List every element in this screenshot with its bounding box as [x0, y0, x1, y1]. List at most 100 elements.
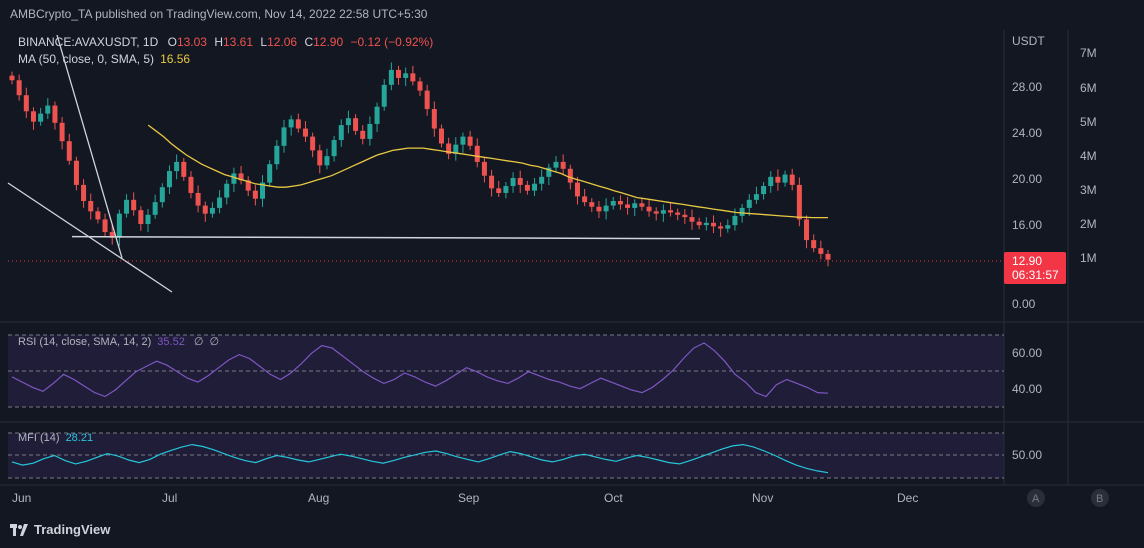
price-tick: 0.00	[1012, 297, 1036, 311]
candle-body	[582, 196, 588, 203]
candle-body	[374, 106, 380, 124]
candle-body	[324, 156, 330, 166]
candle-body	[639, 203, 645, 207]
candle-body	[474, 145, 480, 162]
rsi-tick: 40.00	[1012, 382, 1042, 396]
candle-body	[424, 90, 430, 109]
candle-body	[811, 240, 817, 249]
legend-mfi: MFI (14) 28.21	[18, 432, 93, 444]
volume-tick: 6M	[1080, 81, 1097, 95]
candle-body	[131, 199, 137, 211]
candle-body	[109, 232, 115, 238]
candle-body	[689, 217, 695, 222]
candle-body	[152, 202, 158, 215]
candle-body	[603, 205, 609, 212]
candle-body	[181, 161, 187, 177]
candle-body	[768, 176, 774, 187]
candle-body	[438, 128, 444, 144]
candle-body	[632, 203, 638, 208]
countdown-label: 06:31:57	[1012, 268, 1059, 282]
candle-body	[52, 105, 58, 123]
candle-body	[431, 109, 437, 129]
time-label: Sep	[458, 491, 480, 505]
candle-body	[295, 119, 301, 129]
time-label: Dec	[897, 491, 918, 505]
candle-body	[188, 176, 194, 193]
candle-body	[288, 119, 294, 128]
candle-body	[804, 219, 810, 241]
candle-body	[753, 194, 759, 200]
candle-body	[532, 183, 538, 191]
candle-body	[617, 201, 623, 205]
support-line[interactable]	[71, 235, 701, 240]
candle-body	[710, 222, 716, 227]
time-label: Jul	[162, 491, 177, 505]
candle-body	[9, 75, 15, 81]
candle-body	[696, 221, 702, 226]
candle-body	[761, 186, 767, 195]
candle-body	[217, 197, 223, 208]
toggle-b-button[interactable]	[1091, 489, 1109, 507]
candle-body	[238, 173, 244, 181]
candle-body	[653, 211, 659, 214]
toggle-b-label: B	[1096, 493, 1103, 505]
volume-tick: 5M	[1080, 115, 1097, 129]
candle-body	[417, 81, 423, 91]
candle-body	[310, 136, 316, 151]
candle-body	[367, 123, 373, 139]
candle-body	[510, 178, 516, 187]
candle-body	[489, 175, 495, 189]
candle-body	[725, 225, 731, 229]
candle-body	[524, 184, 530, 191]
candle-body	[789, 174, 795, 185]
candle-body	[88, 201, 94, 212]
volume-tick: 2M	[1080, 217, 1097, 231]
mfi-tick: 50.00	[1012, 448, 1042, 462]
footer-brand[interactable]: TradingView	[10, 522, 110, 537]
candle-body	[796, 184, 802, 220]
time-label: Aug	[308, 491, 329, 505]
candle-body	[560, 161, 566, 169]
trendline-diagonal[interactable]	[7, 182, 173, 293]
candle-body	[660, 210, 666, 214]
candle-body	[467, 136, 473, 146]
mfi-line	[11, 443, 829, 474]
candle-body	[231, 173, 237, 184]
time-label: Nov	[752, 491, 773, 505]
candle-body	[166, 171, 172, 188]
legend-ma: MA (50, close, 0, SMA, 5) 16.56	[18, 52, 190, 66]
candle-body	[596, 206, 602, 212]
candle-body	[331, 140, 337, 157]
candle-body	[646, 206, 652, 212]
candle-body	[732, 215, 738, 226]
candle-body	[668, 210, 674, 213]
candle-body	[145, 214, 151, 224]
toggle-a-button[interactable]	[1027, 489, 1045, 507]
candle-body	[345, 118, 351, 126]
candle-body	[224, 183, 230, 198]
volume-tick: 4M	[1080, 149, 1097, 163]
candle-body	[396, 69, 402, 78]
candle-body	[195, 192, 201, 206]
candle-body	[410, 73, 416, 82]
candle-body	[59, 122, 65, 142]
candle-body	[81, 184, 87, 201]
candle-body	[274, 145, 280, 165]
candle-body	[825, 253, 831, 260]
candle-body	[317, 150, 323, 166]
price-tick: 20.00	[1012, 172, 1042, 186]
candle-body	[174, 161, 180, 172]
footer-brand-label: TradingView	[34, 522, 111, 537]
candle-body	[446, 143, 452, 154]
trendline-steep[interactable]	[56, 34, 123, 259]
candle-body	[124, 199, 130, 214]
candle-body	[682, 214, 688, 218]
candle-body	[66, 141, 72, 161]
candle-body	[574, 182, 580, 197]
candle-body	[38, 113, 44, 122]
candle-body	[252, 190, 258, 199]
candle-body	[73, 160, 79, 185]
candle-body	[353, 118, 359, 131]
candle-body	[202, 205, 208, 214]
